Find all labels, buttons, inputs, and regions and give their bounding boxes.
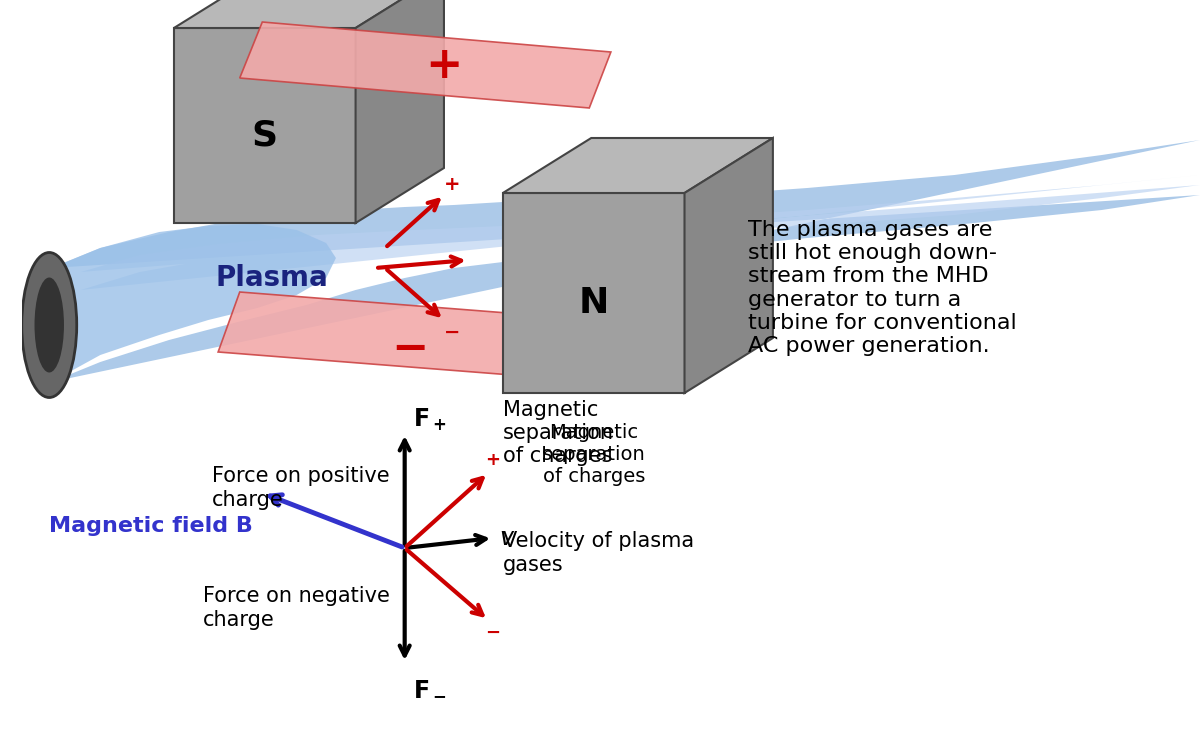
Polygon shape bbox=[240, 22, 611, 108]
Text: Magnetic
separation
of charges: Magnetic separation of charges bbox=[542, 423, 646, 486]
Text: −: − bbox=[486, 624, 500, 642]
Text: Magnetic
separation
of charges: Magnetic separation of charges bbox=[503, 400, 614, 466]
Text: The plasma gases are
still hot enough down-
stream from the MHD
generator to tur: The plasma gases are still hot enough do… bbox=[749, 220, 1018, 356]
Polygon shape bbox=[174, 0, 444, 28]
Text: $\mathbf{F_-}$: $\mathbf{F_-}$ bbox=[413, 676, 446, 700]
Text: +: + bbox=[425, 43, 463, 87]
Text: $v$: $v$ bbox=[499, 526, 515, 550]
Text: Force on positive
charge: Force on positive charge bbox=[212, 466, 390, 510]
Polygon shape bbox=[503, 138, 773, 193]
Polygon shape bbox=[355, 0, 444, 223]
Text: −: − bbox=[391, 327, 428, 369]
Text: Plasma: Plasma bbox=[216, 264, 329, 292]
Text: $\mathbf{F_+}$: $\mathbf{F_+}$ bbox=[413, 407, 446, 433]
Polygon shape bbox=[52, 224, 336, 382]
Polygon shape bbox=[174, 28, 355, 223]
Text: Force on negative
charge: Force on negative charge bbox=[203, 586, 390, 630]
Polygon shape bbox=[684, 138, 773, 393]
Ellipse shape bbox=[22, 252, 77, 398]
Text: Magnetic field B: Magnetic field B bbox=[49, 516, 252, 536]
Text: −: − bbox=[444, 322, 460, 342]
Text: S: S bbox=[252, 119, 278, 152]
Text: +: + bbox=[444, 175, 460, 195]
Ellipse shape bbox=[35, 278, 64, 372]
Polygon shape bbox=[80, 175, 1200, 290]
Text: N: N bbox=[578, 286, 608, 320]
Polygon shape bbox=[52, 140, 1200, 382]
Polygon shape bbox=[503, 193, 684, 393]
Text: +: + bbox=[486, 451, 500, 469]
Text: Velocity of plasma
gases: Velocity of plasma gases bbox=[503, 531, 694, 574]
Polygon shape bbox=[218, 292, 571, 378]
